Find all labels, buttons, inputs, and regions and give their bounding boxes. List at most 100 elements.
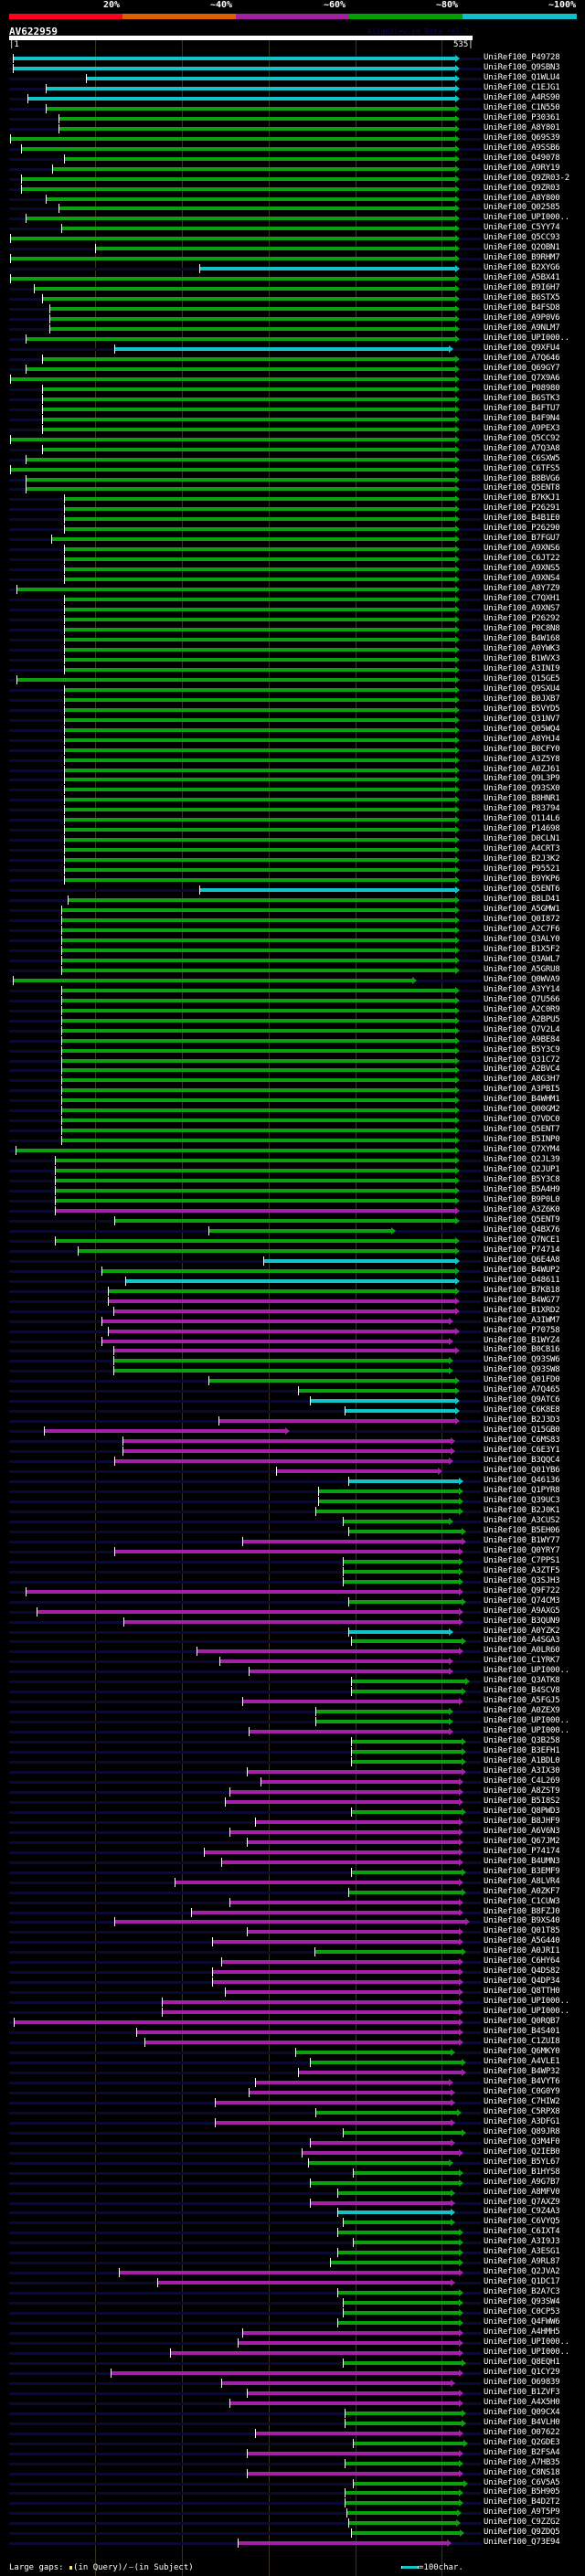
hit-bar[interactable]: [64, 758, 455, 762]
hit-bar[interactable]: [353, 2241, 460, 2245]
hit-label[interactable]: UniRef100_B0CFY0: [484, 744, 560, 754]
hit-row[interactable]: UniRef100_P74714: [0, 1246, 585, 1256]
hit-bar[interactable]: [297, 2070, 463, 2074]
hit-row[interactable]: UniRef100_Q0YRY7: [0, 1546, 585, 1557]
hit-row[interactable]: UniRef100_B8LD41: [0, 895, 585, 906]
hit-label[interactable]: UniRef100_B4FSD8: [484, 303, 560, 313]
hit-row[interactable]: UniRef100_A9XNS6: [0, 544, 585, 555]
hit-bar[interactable]: [60, 988, 455, 992]
hit-label[interactable]: UniRef100_B8HNR1: [484, 794, 560, 804]
hit-label[interactable]: UniRef100_UPI000..: [484, 1716, 569, 1726]
hit-label[interactable]: UniRef100_UPI000..: [484, 2347, 569, 2357]
hit-bar[interactable]: [110, 2370, 460, 2375]
hit-row[interactable]: UniRef100_C6VYQ5: [0, 2217, 585, 2228]
hit-row[interactable]: UniRef100_Q9F722: [0, 1586, 585, 1597]
hit-label[interactable]: UniRef100_Q3SJH3: [484, 1575, 560, 1585]
hit-label[interactable]: UniRef100_C6HY64: [484, 1956, 560, 1966]
hit-bar[interactable]: [351, 1690, 463, 1694]
hit-label[interactable]: UniRef100_C0CP53: [484, 2307, 560, 2317]
hit-bar[interactable]: [114, 1549, 460, 1553]
hit-row[interactable]: UniRef100_Q69GY7: [0, 364, 585, 375]
hit-bar[interactable]: [9, 467, 455, 472]
hit-label[interactable]: UniRef100_A9RY19: [484, 163, 560, 173]
hit-bar[interactable]: [101, 1319, 450, 1323]
hit-bar[interactable]: [351, 1740, 463, 1744]
hit-label[interactable]: UniRef100_A1BDL0: [484, 1756, 560, 1766]
hit-bar[interactable]: [60, 1129, 455, 1133]
hit-label[interactable]: UniRef100_A3IWM7: [484, 1315, 560, 1325]
hit-bar[interactable]: [60, 1008, 455, 1012]
hit-label[interactable]: UniRef100_B1WVX3: [484, 653, 560, 663]
hit-label[interactable]: UniRef100_A4RS90: [484, 92, 560, 102]
hit-bar[interactable]: [64, 567, 455, 572]
hit-label[interactable]: UniRef100_Q2OBN1: [484, 243, 560, 253]
hit-row[interactable]: UniRef100_Q3AWL7: [0, 955, 585, 966]
hit-row[interactable]: UniRef100_B5Y3C9: [0, 1045, 585, 1056]
hit-bar[interactable]: [42, 387, 455, 391]
hit-bar[interactable]: [21, 186, 455, 191]
hit-row[interactable]: UniRef100_C5YY74: [0, 223, 585, 234]
hit-row[interactable]: UniRef100_A9P0V6: [0, 313, 585, 324]
hit-bar[interactable]: [351, 1750, 463, 1754]
hit-row[interactable]: UniRef100_B4S401: [0, 2027, 585, 2038]
hit-row[interactable]: UniRef100_Q9ZR03-2: [0, 174, 585, 185]
hit-label[interactable]: UniRef100_B1WY77: [484, 1535, 560, 1545]
hit-bar[interactable]: [64, 657, 455, 662]
hit-row[interactable]: UniRef100_Q93SW4: [0, 2297, 585, 2308]
hit-row[interactable]: UniRef100_A0ZKF7: [0, 1887, 585, 1898]
hit-label[interactable]: UniRef100_A9BE84: [484, 1034, 560, 1044]
hit-row[interactable]: UniRef100_Q05WQ4: [0, 725, 585, 736]
hit-bar[interactable]: [114, 346, 450, 351]
hit-row[interactable]: UniRef100_B2J3K2: [0, 854, 585, 865]
hit-bar[interactable]: [55, 1208, 455, 1213]
hit-row[interactable]: UniRef100_O69839: [0, 2378, 585, 2389]
hit-bar[interactable]: [55, 1238, 455, 1243]
hit-row[interactable]: UniRef100_A7HB35: [0, 2458, 585, 2469]
hit-bar[interactable]: [329, 2261, 460, 2265]
hit-row[interactable]: UniRef100_B3QQC4: [0, 1456, 585, 1467]
hit-row[interactable]: UniRef100_A7Q465: [0, 1385, 585, 1396]
hit-label[interactable]: UniRef100_Q8EQH1: [484, 2357, 560, 2367]
hit-label[interactable]: UniRef100_Q69S39: [484, 133, 560, 143]
hit-bar[interactable]: [249, 1670, 450, 1674]
hit-row[interactable]: UniRef100_A9PEX3: [0, 424, 585, 435]
hit-bar[interactable]: [60, 1118, 455, 1123]
hit-row[interactable]: UniRef100_A8Y800: [0, 194, 585, 205]
hit-bar[interactable]: [25, 1589, 460, 1594]
hit-bar[interactable]: [12, 57, 455, 60]
hit-bar[interactable]: [60, 917, 455, 922]
hit-label[interactable]: UniRef100_A3ZTF5: [484, 1565, 560, 1575]
hit-bar[interactable]: [64, 808, 455, 812]
hit-label[interactable]: UniRef100_O49078: [484, 153, 560, 163]
hit-label[interactable]: UniRef100_Q3B258: [484, 1736, 560, 1746]
hit-bar[interactable]: [64, 878, 455, 883]
hit-bar[interactable]: [351, 1870, 463, 1874]
hit-label[interactable]: UniRef100_Q0I872: [484, 914, 560, 924]
hit-row[interactable]: UniRef100_A8ZST9: [0, 1786, 585, 1797]
hit-label[interactable]: UniRef100_A3YY14: [484, 984, 560, 994]
hit-bar[interactable]: [229, 1829, 460, 1834]
hit-bar[interactable]: [348, 1599, 463, 1604]
hit-bar[interactable]: [42, 447, 455, 451]
hit-bar[interactable]: [169, 2350, 460, 2355]
hit-label[interactable]: UniRef100_A7Q465: [484, 1385, 560, 1395]
hit-label[interactable]: UniRef100_Q74CM3: [484, 1595, 560, 1606]
hit-bar[interactable]: [27, 96, 455, 101]
hit-label[interactable]: UniRef100_P08980: [484, 383, 560, 393]
hit-row[interactable]: UniRef100_Q4BX76: [0, 1225, 585, 1236]
hit-row[interactable]: UniRef100_Q09CX4: [0, 2408, 585, 2419]
hit-row[interactable]: UniRef100_A3PBI5: [0, 1085, 585, 1096]
hit-label[interactable]: UniRef100_Q3ALY0: [484, 934, 560, 944]
hit-bar[interactable]: [212, 1980, 460, 1985]
hit-row[interactable]: UniRef100_A0ZEX9: [0, 1706, 585, 1717]
hit-bar[interactable]: [212, 1940, 460, 1945]
hit-label[interactable]: UniRef100_A5GRU8: [484, 964, 560, 974]
hit-row[interactable]: UniRef100_P08980: [0, 383, 585, 395]
hit-row[interactable]: UniRef100_P95521: [0, 864, 585, 875]
hit-bar[interactable]: [310, 2180, 460, 2185]
hit-label[interactable]: UniRef100_A0LR60: [484, 1646, 560, 1656]
hit-bar[interactable]: [64, 156, 455, 161]
hit-bar[interactable]: [204, 1850, 460, 1854]
hit-label[interactable]: UniRef100_C1ZUI8: [484, 2037, 560, 2047]
hit-label[interactable]: UniRef100_B7KB18: [484, 1285, 560, 1295]
